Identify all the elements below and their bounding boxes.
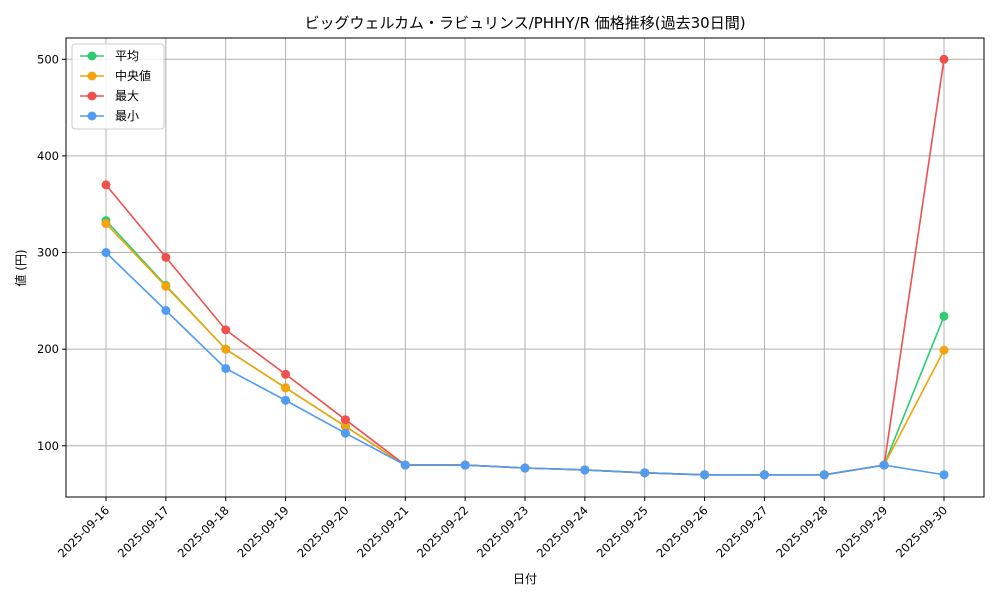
x-tick-label: 2025-09-24 xyxy=(534,503,591,560)
x-tick-label: 2025-09-29 xyxy=(833,503,890,560)
data-point xyxy=(281,369,291,379)
data-point xyxy=(340,415,350,425)
legend-label: 平均 xyxy=(115,49,139,63)
data-point xyxy=(221,363,231,373)
data-point xyxy=(101,219,111,229)
x-tick-label: 2025-09-25 xyxy=(594,503,651,560)
data-point xyxy=(640,468,650,478)
data-point xyxy=(700,470,710,480)
x-tick-label: 2025-09-23 xyxy=(474,503,531,560)
x-tick-label: 2025-09-30 xyxy=(893,503,950,560)
y-tick-label: 400 xyxy=(37,149,59,163)
x-tick-label: 2025-09-17 xyxy=(115,503,172,560)
data-point xyxy=(460,460,470,470)
x-tick-label: 2025-09-20 xyxy=(294,503,351,560)
x-tick-label: 2025-09-22 xyxy=(414,503,471,560)
series-layer xyxy=(101,54,949,480)
data-point xyxy=(939,311,949,321)
legend-label: 中央値 xyxy=(115,68,151,83)
x-tick-label: 2025-09-28 xyxy=(773,503,830,560)
y-axis: 100 200 300 400 500 xyxy=(37,52,66,453)
x-axis-label: 日付 xyxy=(513,572,537,586)
data-point xyxy=(340,421,350,431)
data-point xyxy=(161,281,171,291)
y-tick-label: 300 xyxy=(37,246,59,260)
data-point xyxy=(340,428,350,438)
x-tick-label: 2025-09-26 xyxy=(654,503,711,560)
x-tick-label: 2025-09-27 xyxy=(713,503,770,560)
legend-label: 最小 xyxy=(115,109,139,123)
chart-title: ビッグウェルカム・ラビュリンス/PHHY/R 価格推移(過去30日間) xyxy=(304,14,745,32)
data-point xyxy=(939,470,949,480)
x-tick-label: 2025-09-21 xyxy=(354,503,411,560)
grid xyxy=(66,38,984,497)
data-point xyxy=(400,460,410,470)
data-point xyxy=(819,470,829,480)
data-point xyxy=(101,180,111,190)
x-tick-label: 2025-09-18 xyxy=(175,503,232,560)
data-point xyxy=(939,345,949,355)
legend-label: 最大 xyxy=(115,89,139,103)
x-tick-label: 2025-09-16 xyxy=(55,503,112,560)
data-point xyxy=(939,54,949,64)
legend-box xyxy=(71,43,165,130)
y-tick-label: 500 xyxy=(37,52,59,66)
data-point xyxy=(759,470,769,480)
series-3 xyxy=(101,248,949,480)
legend-marker xyxy=(87,91,97,101)
data-point xyxy=(161,252,171,262)
y-tick-label: 200 xyxy=(37,342,59,356)
data-point xyxy=(161,306,171,316)
legend-marker xyxy=(87,111,97,121)
x-axis: 2025-09-16 2025-09-17 2025-09-18 2025-09-19… xyxy=(55,497,950,560)
data-point xyxy=(580,465,590,475)
x-tick-label: 2025-09-19 xyxy=(235,503,292,560)
data-point xyxy=(221,325,231,335)
y-tick-label: 100 xyxy=(37,439,59,453)
data-point xyxy=(879,460,889,470)
legend-marker xyxy=(87,71,97,81)
data-point xyxy=(101,248,111,258)
data-point xyxy=(221,344,231,354)
y-axis-label: 値 (円) xyxy=(13,249,28,286)
data-point xyxy=(281,383,291,393)
data-point xyxy=(281,395,291,405)
data-point xyxy=(520,463,530,473)
legend-marker xyxy=(87,51,97,61)
